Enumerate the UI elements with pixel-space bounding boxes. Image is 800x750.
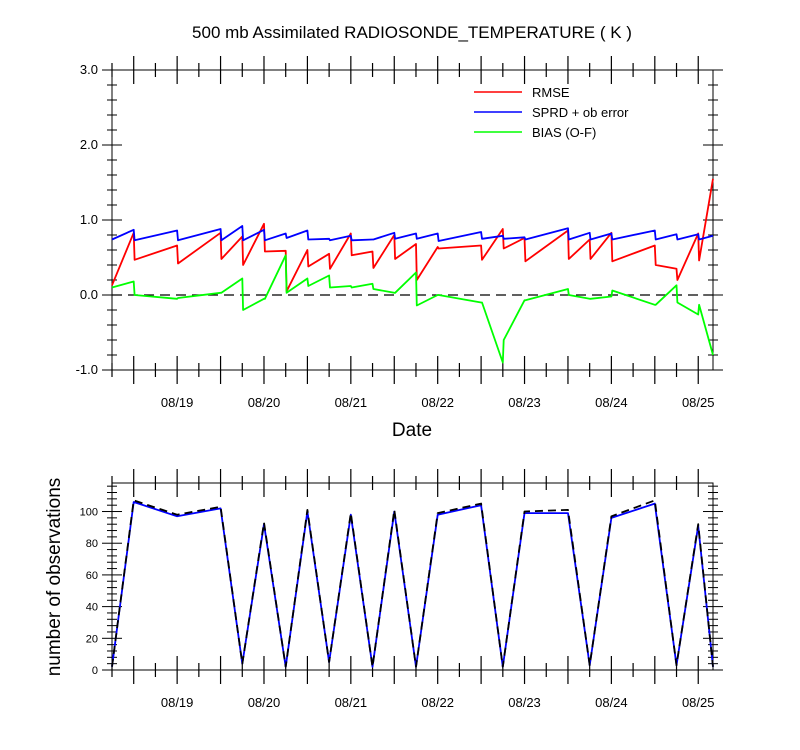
x-tick-label: 08/25: [682, 395, 715, 410]
series-line-possible: [111, 499, 714, 668]
x-tick-label: 08/19: [161, 395, 194, 410]
bottom-y-tick-labels: 0 20 40 60 80 100: [80, 507, 98, 677]
y-tick-label: 3.0: [80, 62, 98, 77]
x-tick-label: 08/24: [595, 395, 628, 410]
y-tick-label: 60: [86, 570, 98, 582]
top-x-axis-label: Date: [392, 420, 432, 441]
top-y-tick-labels: -1.0 0.0 1.0 2.0 3.0: [76, 62, 98, 377]
bottom-axis-ticks: [102, 469, 723, 684]
legend-label-sprd: SPRD + ob error: [532, 105, 629, 120]
x-tick-label: 08/22: [421, 395, 454, 410]
bottom-y-axis-label: number of observations: [44, 478, 65, 677]
legend-label-bias: BIAS (O-F): [532, 125, 596, 140]
series-line-sprd-ob-error: [111, 225, 714, 242]
series-line-rmse: [111, 178, 714, 293]
x-tick-label: 08/20: [248, 695, 281, 710]
x-tick-label: 08/19: [161, 695, 194, 710]
legend-label-rmse: RMSE: [532, 85, 570, 100]
y-tick-label: 80: [86, 538, 98, 550]
y-tick-label: 0: [92, 665, 98, 677]
bottom-x-tick-labels: 08/19 08/20 08/21 08/22 08/23 08/24 08/25: [161, 695, 715, 710]
legend: RMSE SPRD + ob error BIAS (O-F): [474, 85, 629, 140]
y-tick-label: 40: [86, 602, 98, 614]
x-tick-label: 08/24: [595, 695, 628, 710]
top-chart-title: 500 mb Assimilated RADIOSONDE_TEMPERATUR…: [192, 23, 632, 42]
bottom-plot-frame: [111, 482, 714, 671]
bottom-series-group: [111, 499, 714, 668]
y-tick-label: 20: [86, 633, 98, 645]
y-tick-label: 2.0: [80, 137, 98, 152]
x-tick-label: 08/20: [248, 395, 281, 410]
y-tick-label: 100: [80, 507, 98, 519]
x-tick-label: 08/21: [335, 695, 368, 710]
x-tick-label: 08/21: [335, 395, 368, 410]
top-x-tick-labels: 08/19 08/20 08/21 08/22 08/23 08/24 08/25: [161, 395, 715, 410]
y-tick-label: 1.0: [80, 212, 98, 227]
top-series-group: [111, 178, 714, 364]
top-axis-ticks: [102, 56, 723, 384]
x-tick-label: 08/25: [682, 695, 715, 710]
y-tick-label: 0.0: [80, 287, 98, 302]
x-tick-label: 08/23: [508, 695, 541, 710]
series-line-bias-o-f: [111, 254, 714, 364]
x-tick-label: 08/23: [508, 395, 541, 410]
x-tick-label: 08/22: [421, 695, 454, 710]
y-tick-label: -1.0: [76, 362, 98, 377]
